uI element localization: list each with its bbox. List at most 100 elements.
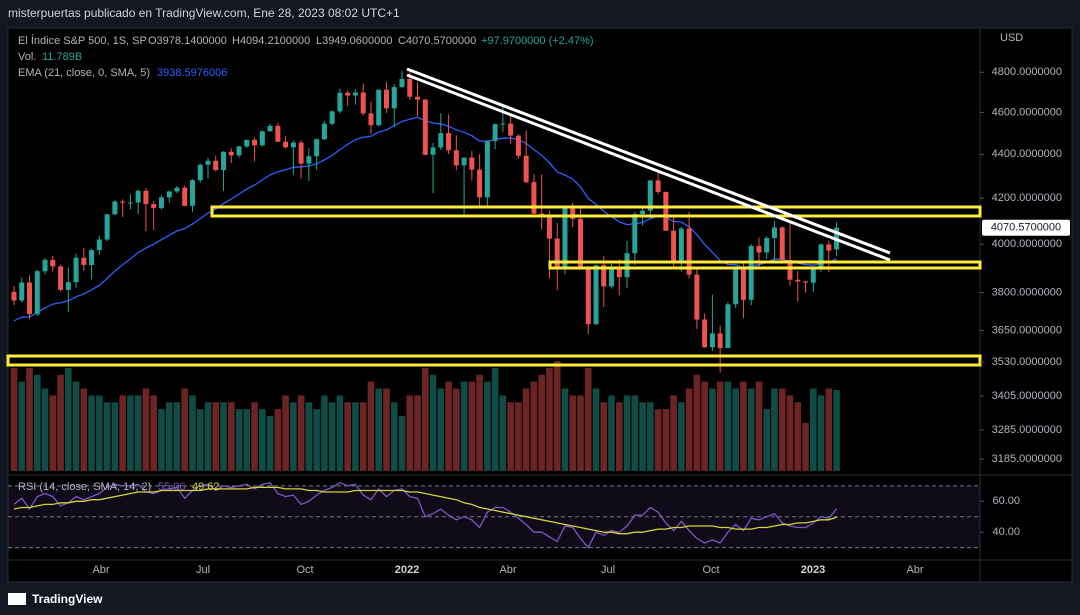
candle-body [546, 215, 552, 239]
candle-body [632, 214, 638, 254]
candle-body [376, 89, 382, 126]
y-tick-label: 4400.0000000 [992, 148, 1062, 160]
volume-bar [305, 402, 313, 471]
volume-bar [794, 402, 802, 471]
x-tick-label: Abr [906, 564, 923, 576]
volume-bar [96, 395, 103, 471]
candle-body [694, 274, 700, 320]
candle-body [352, 92, 358, 96]
volume-bar [670, 395, 677, 471]
volume-bar [584, 367, 592, 471]
volume-bar [33, 374, 41, 471]
symbol: El Índice S&P 500, 1S, SP [18, 34, 147, 47]
candle-body [368, 113, 374, 126]
candle-body [290, 142, 296, 148]
volume-bar [26, 367, 33, 471]
volume-bar [716, 381, 724, 471]
ema-value: 3938.5976006 [157, 67, 227, 79]
volume-bar [165, 402, 173, 471]
rsi-tick-label: 60.00 [992, 495, 1020, 507]
candle-body [197, 164, 203, 181]
y-tick-label: 3285.0000000 [992, 424, 1062, 436]
candle-body [151, 204, 157, 209]
candle-body [461, 157, 467, 166]
candle-body [298, 142, 304, 164]
candle-body [733, 267, 739, 305]
last-price-box [982, 219, 1070, 236]
volume-bar [367, 381, 375, 471]
volume-bar [196, 409, 204, 471]
volume-bar [491, 367, 499, 471]
candle-body [647, 180, 653, 211]
volume-bar [375, 388, 383, 471]
candle-body [182, 187, 188, 206]
x-tick-label: Abr [92, 564, 109, 576]
candle-body [593, 265, 599, 325]
low: L3949.0600000 [316, 35, 392, 47]
volume-bar [235, 409, 243, 471]
high: H4094.2100000 [232, 35, 310, 47]
volume-bar [476, 374, 483, 471]
rsi-ma-line [13, 486, 837, 535]
rsi-ma-value: 49.62 [192, 481, 220, 493]
volume-bar [10, 367, 18, 471]
logo-icon [8, 593, 26, 605]
y-tick-label: 4600.0000000 [992, 106, 1062, 118]
open: O3978.1400000 [148, 35, 227, 47]
volume-bar [251, 402, 258, 471]
candle-body [492, 124, 498, 141]
volume-bar [282, 395, 289, 471]
candle-body [453, 150, 459, 166]
volume-bar [274, 409, 282, 471]
volume-bar [398, 416, 406, 471]
candle-body [554, 238, 560, 268]
volume-bar [755, 381, 763, 471]
candle-body [252, 139, 258, 146]
candle-body [166, 191, 172, 198]
candle-body [383, 89, 389, 109]
brand: TradingView [32, 592, 103, 606]
candle-body [500, 123, 506, 125]
ema-name: EMA (21, close, 0, SMA, 5) [18, 67, 150, 79]
x-tick-label: Abr [499, 564, 516, 576]
drawings [6, 67, 982, 367]
volume-bar [150, 395, 157, 471]
volume-bar [57, 374, 64, 471]
candle-body [205, 160, 211, 165]
volume-bar [134, 395, 142, 471]
volume-bar [546, 367, 553, 471]
rsi-line [13, 481, 838, 549]
candle-body [671, 230, 677, 263]
volume-bar [786, 395, 794, 471]
candle-body [19, 282, 25, 301]
x-tick-label: Oct [702, 564, 719, 576]
candle-body [407, 78, 413, 97]
volume-bar [336, 395, 344, 471]
candle-body [27, 282, 33, 315]
zone [548, 260, 982, 270]
volume-bar [507, 402, 514, 471]
candle-body [438, 133, 444, 148]
candle-body [391, 87, 397, 109]
volume-bar [111, 402, 119, 471]
candle-body [81, 257, 87, 265]
y-tick-label: 3650.0000000 [992, 324, 1062, 336]
candle-body [469, 157, 475, 170]
last-price-label: 4070.5700000 [991, 222, 1061, 234]
candle-body [174, 187, 180, 192]
candle-body [306, 156, 312, 164]
candle-body [663, 191, 669, 231]
candle-body [803, 281, 809, 283]
candle-body [73, 257, 79, 283]
candle-body [601, 265, 607, 287]
x-tick-label: 2023 [801, 564, 825, 576]
volume-bar [825, 388, 833, 471]
candle-body [709, 333, 715, 348]
candle-body [655, 180, 661, 192]
volume-bar [468, 381, 476, 471]
candle-body [65, 282, 71, 290]
volume-bar [709, 388, 716, 471]
candle-body [795, 279, 801, 282]
volume-bar [615, 402, 623, 471]
volume-bar [158, 409, 165, 471]
